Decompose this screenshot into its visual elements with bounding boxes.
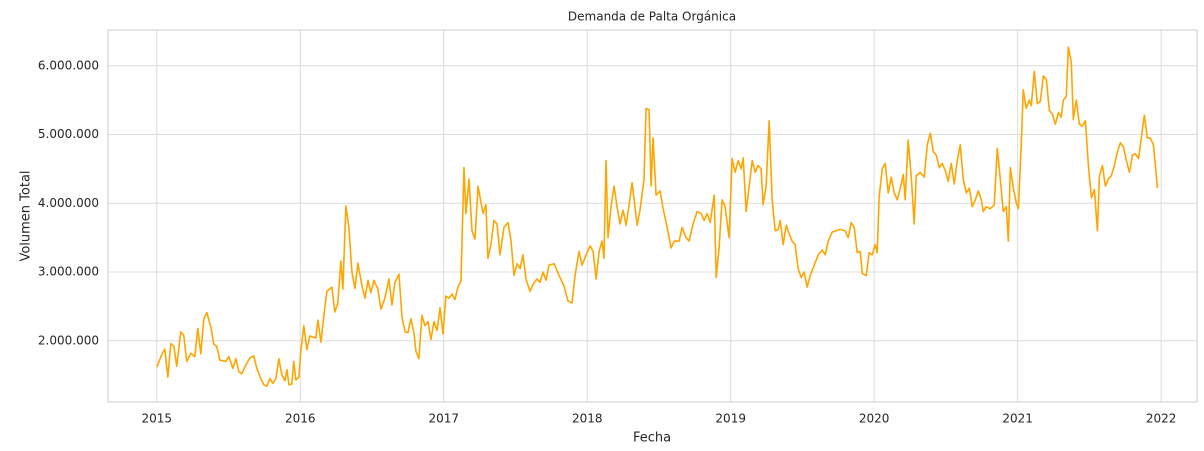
- y-tick-label: 3.000.000: [38, 265, 99, 279]
- x-tick-label: 2020: [859, 412, 890, 426]
- x-tick-label: 2021: [1002, 412, 1033, 426]
- x-tick-label: 2016: [285, 412, 316, 426]
- y-axis-label: Volumen Total: [19, 170, 34, 261]
- chart-title: Demanda de Palta Orgánica: [568, 10, 736, 24]
- y-tick-label: 6.000.000: [38, 58, 99, 72]
- y-tick-label: 2.000.000: [38, 333, 99, 347]
- x-tick-label: 2019: [715, 412, 746, 426]
- x-tick-label: 2017: [428, 412, 459, 426]
- y-tick-label: 5.000.000: [38, 127, 99, 141]
- y-tick-label: 4.000.000: [38, 196, 99, 210]
- x-axis-label: Fecha: [633, 431, 671, 446]
- x-tick-label: 2015: [142, 412, 173, 426]
- x-tick-label: 2022: [1146, 412, 1177, 426]
- x-tick-label: 2018: [572, 412, 603, 426]
- plot-frame: [107, 29, 1198, 403]
- data-line: [156, 46, 1159, 387]
